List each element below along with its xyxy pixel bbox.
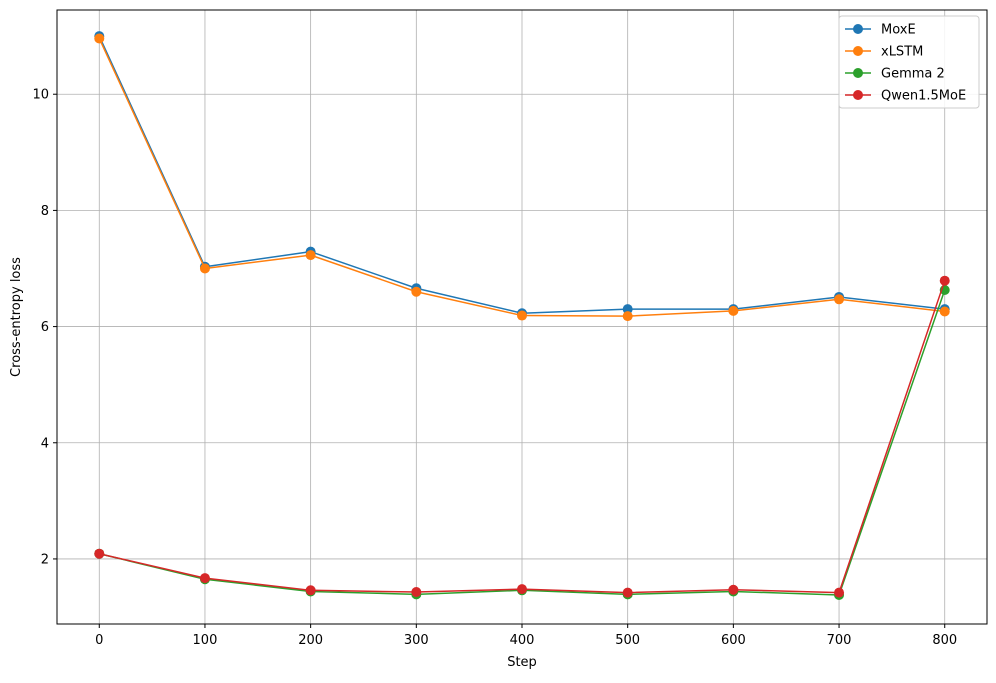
- x-tick-label: 200: [298, 633, 323, 648]
- series-layer: [94, 31, 950, 600]
- data-point: [199, 263, 210, 274]
- x-tick-label: 300: [404, 633, 429, 648]
- data-point: [728, 584, 739, 595]
- legend-box: [838, 15, 980, 109]
- data-point: [517, 310, 527, 321]
- x-tick-label: 800: [932, 633, 957, 648]
- data-point: [411, 286, 422, 297]
- data-point: [411, 587, 422, 598]
- x-tick-label: 700: [827, 633, 852, 648]
- grid: [57, 10, 987, 624]
- legend-swatch-marker: [853, 46, 863, 56]
- ticks: 0 100 200 300 400 500 600 700 800 2 4 6 8 10: [32, 88, 957, 648]
- series-qwen1-5moe: [94, 275, 950, 598]
- data-point: [834, 587, 845, 598]
- data-point: [517, 584, 527, 595]
- legend-item: xLSTM: [845, 45, 923, 60]
- data-point: [939, 275, 950, 286]
- data-point: [94, 33, 105, 44]
- y-axis-label: Cross-entropy loss: [9, 257, 24, 377]
- legend-label: MoxE: [881, 23, 916, 38]
- data-point: [939, 306, 950, 317]
- x-tick-label: 0: [95, 633, 103, 648]
- legend: MoxE xLSTM Gemma 2 Qwen1.5MoE: [838, 15, 980, 109]
- legend-swatch-marker: [853, 24, 863, 34]
- data-point: [622, 587, 633, 598]
- data-point: [305, 585, 316, 596]
- legend-label: Qwen1.5MoE: [881, 89, 966, 104]
- x-tick-label: 600: [721, 633, 746, 648]
- legend-label: Gemma 2: [881, 67, 945, 82]
- legend-item: MoxE: [845, 23, 916, 38]
- legend-label: xLSTM: [881, 45, 923, 60]
- y-tick-label: 10: [32, 88, 49, 103]
- x-tick-label: 100: [193, 633, 218, 648]
- x-axis-label: Step: [507, 655, 537, 670]
- legend-item: Qwen1.5MoE: [845, 89, 966, 104]
- x-tick-label: 500: [615, 633, 640, 648]
- data-point: [622, 311, 633, 322]
- data-point: [622, 304, 633, 315]
- legend-swatch-marker: [853, 90, 863, 100]
- data-point: [305, 250, 316, 261]
- series-xlstm: [94, 33, 950, 322]
- legend-swatch-marker: [853, 68, 863, 78]
- y-tick-label: 2: [41, 552, 49, 567]
- data-point: [728, 305, 739, 316]
- x-tick-label: 400: [510, 633, 535, 648]
- data-point: [834, 294, 845, 305]
- legend-item: Gemma 2: [845, 67, 945, 82]
- data-point: [94, 548, 105, 559]
- data-point: [199, 573, 210, 584]
- y-tick-label: 4: [41, 436, 49, 451]
- y-tick-label: 6: [41, 320, 49, 335]
- y-tick-label: 8: [41, 204, 49, 219]
